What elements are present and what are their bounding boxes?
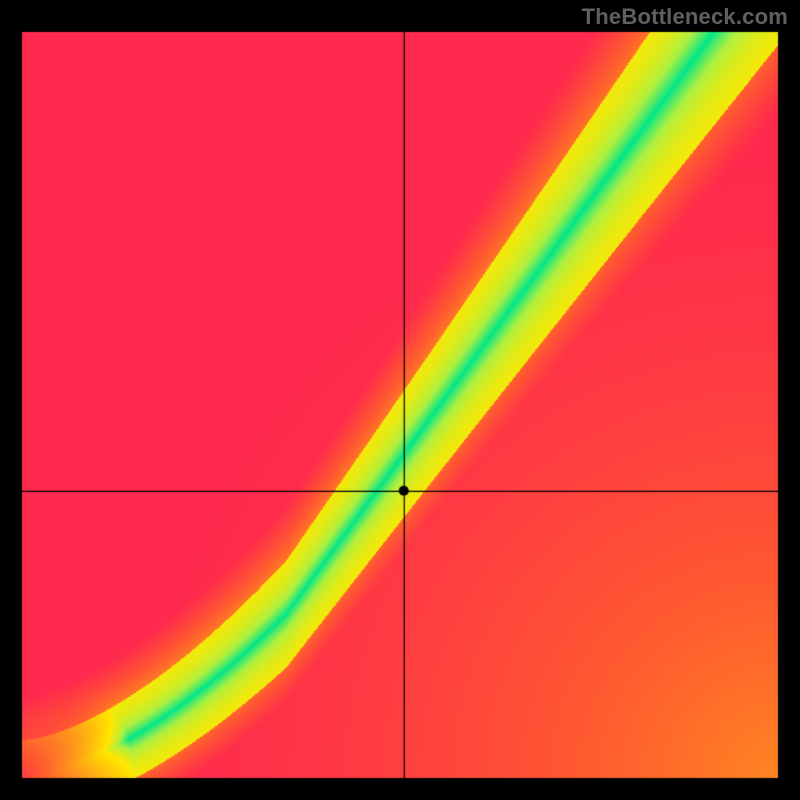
heatmap-canvas <box>0 0 800 800</box>
watermark-text: TheBottleneck.com <box>582 4 788 30</box>
chart-container: TheBottleneck.com <box>0 0 800 800</box>
